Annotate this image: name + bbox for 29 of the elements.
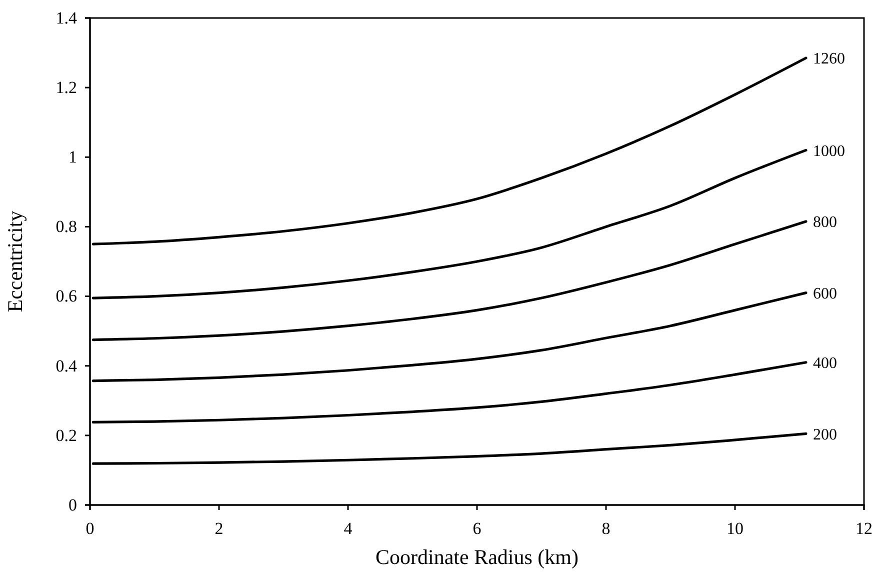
line-series [92, 220, 808, 342]
x-axis-title: Coordinate Radius (km) [376, 545, 578, 569]
x-tick-label: 2 [214, 519, 224, 538]
y-tick-label: 1 [68, 148, 77, 167]
y-tick-label: 0.2 [56, 426, 77, 445]
y-tick-label: 0.8 [56, 217, 77, 236]
x-tick-label: 12 [856, 519, 872, 538]
y-tick-label: 1.4 [56, 8, 78, 28]
line-series [92, 148, 808, 300]
series-label: 400 [812, 354, 837, 372]
line-series [92, 361, 808, 424]
series-label: 1260 [812, 50, 845, 68]
x-tick-label: 0 [86, 519, 94, 538]
series-label: 800 [812, 214, 837, 232]
x-tick-label: 8 [602, 519, 610, 538]
series-label: 600 [812, 285, 837, 302]
series-label: 200 [812, 426, 837, 444]
line-series [92, 432, 808, 465]
line-series [92, 292, 808, 382]
y-axis-title: Eccentricity [3, 210, 27, 312]
y-tick-label: 0.4 [56, 356, 78, 376]
y-tick-label: 1.2 [56, 78, 77, 98]
y-tick-label: 0 [68, 495, 77, 514]
line-series [92, 56, 808, 246]
series-label: 1000 [812, 142, 845, 160]
x-tick-label: 4 [344, 519, 353, 538]
x-tick-label: 10 [726, 519, 744, 538]
x-tick-label: 6 [472, 519, 482, 538]
y-tick-label: 0.6 [56, 286, 77, 306]
